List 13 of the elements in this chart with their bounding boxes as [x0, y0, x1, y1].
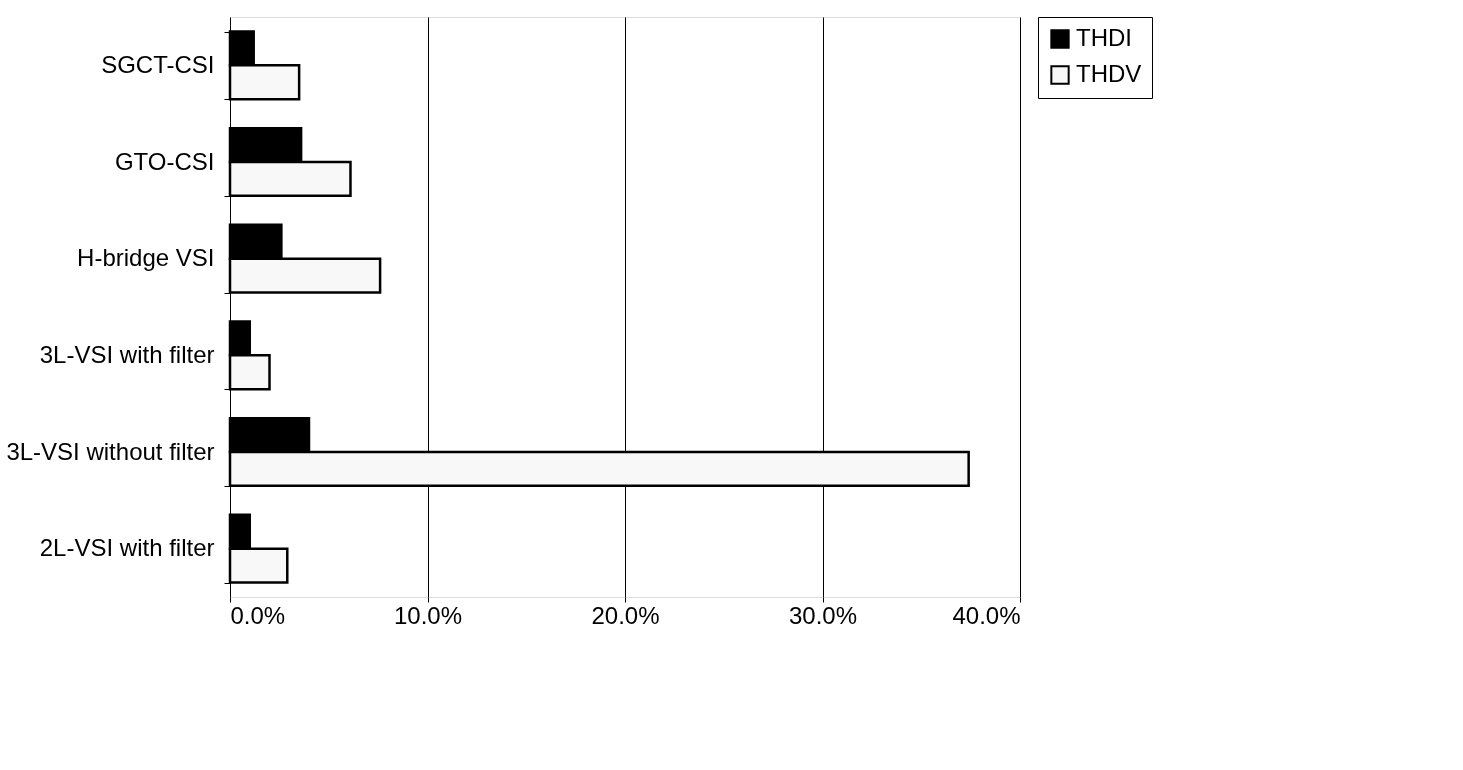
x-tick-label: 10.0% — [393, 601, 463, 629]
x-tick-label: 40.0% — [952, 601, 1021, 629]
legend-label: THDI — [1076, 24, 1132, 51]
x-tick-label: 20.0% — [591, 601, 660, 629]
y-tick-label: 2L-VSI with filter — [39, 534, 215, 562]
y-tick-label: H-bridge VSI — [77, 244, 215, 272]
legend-label: THDV — [1076, 60, 1142, 87]
x-tick-label: 30.0% — [788, 601, 858, 629]
y-tick-label: 3L-VSI with filter — [39, 340, 215, 368]
y-tick-label: GTO-CSI — [114, 147, 215, 175]
x-tick-label: 0.0% — [230, 601, 286, 629]
y-tick-label: 3L-VSI without filter — [6, 437, 215, 465]
y-tick-label: SGCT-CSI — [101, 50, 215, 78]
